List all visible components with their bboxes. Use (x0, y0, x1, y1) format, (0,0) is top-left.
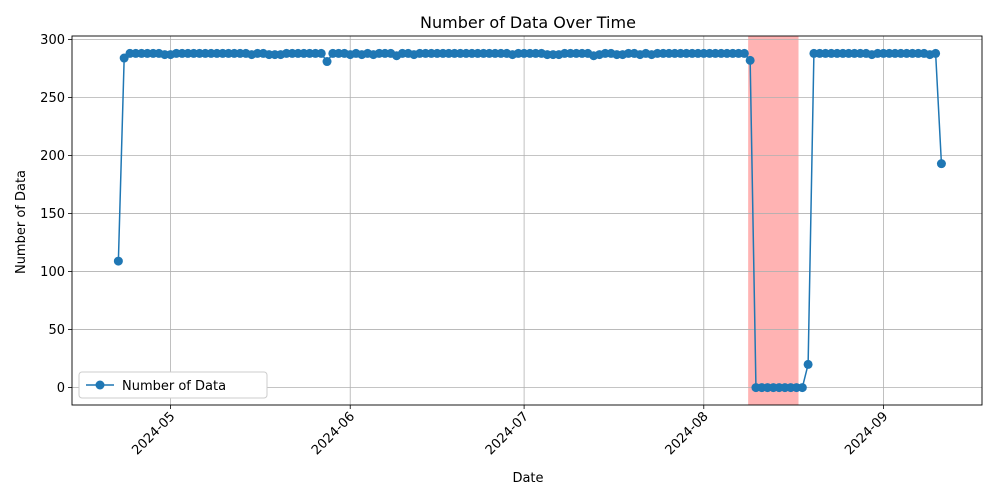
data-point (797, 383, 807, 393)
legend-label: Number of Data (122, 379, 226, 394)
x-tick-label: 2024-06 (309, 409, 358, 458)
y-tick-label: 200 (40, 149, 65, 164)
data-point (316, 48, 326, 58)
y-tick-label: 150 (40, 207, 65, 222)
data-point (113, 256, 123, 266)
x-tick-label: 2024-08 (663, 409, 712, 458)
grid-layer (72, 36, 982, 405)
axes-layer (71, 35, 983, 406)
x-tick-label: 2024-05 (129, 409, 178, 458)
y-tick-label: 100 (40, 265, 65, 280)
x-axis-label: Date (512, 471, 543, 486)
data-point (931, 48, 941, 58)
x-tick-label: 2024-09 (842, 409, 891, 458)
data-point (803, 359, 813, 369)
x-tick-label: 2024-07 (483, 409, 532, 458)
data-point (936, 159, 946, 169)
data-point (739, 48, 749, 58)
axes-frame (71, 35, 983, 406)
data-point (745, 55, 755, 65)
series-layer (113, 48, 946, 393)
legend-box (78, 371, 268, 399)
chart-title: Number of Data Over Time (420, 13, 636, 32)
data-point (322, 57, 332, 67)
y-tick-label: 50 (48, 323, 65, 338)
plot-area (72, 36, 982, 405)
y-tick-label: 250 (40, 91, 65, 106)
y-axis-label: Number of Data (14, 170, 29, 274)
legend: Number of Data (78, 371, 268, 399)
y-tick-label: 0 (57, 381, 65, 396)
legend-marker (95, 380, 105, 390)
y-tick-label: 300 (40, 33, 65, 48)
plot-background (72, 36, 982, 405)
